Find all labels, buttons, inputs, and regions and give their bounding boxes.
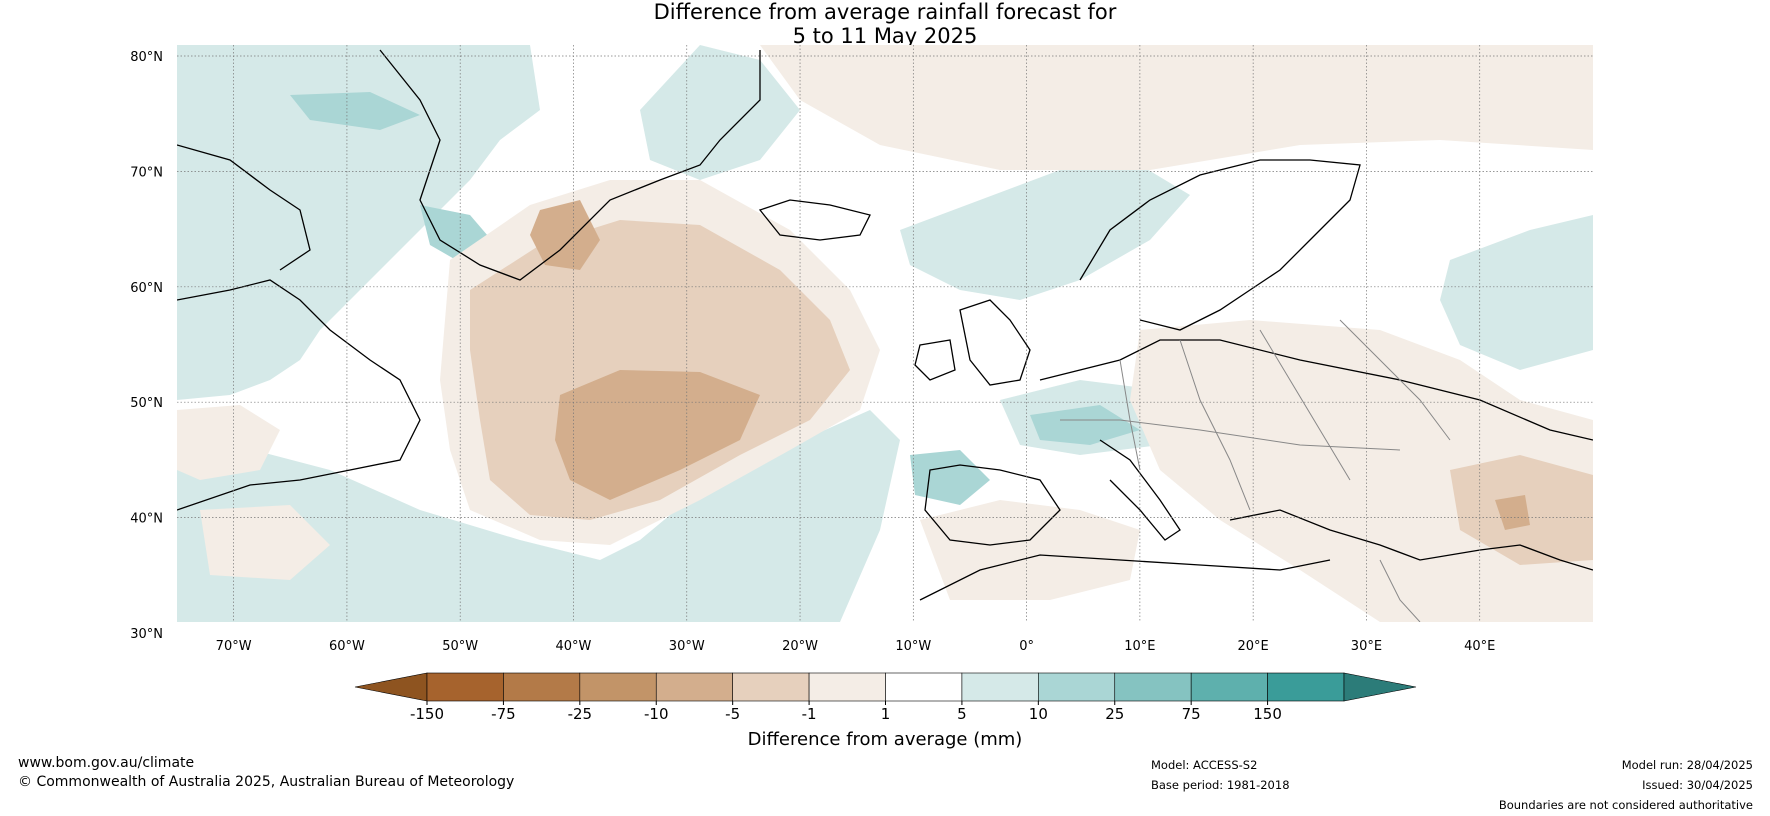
dry-anomaly-arctic-europe <box>760 45 1593 170</box>
colorbar-segment <box>1038 672 1116 702</box>
wet-anomaly-labrador-core <box>290 92 420 130</box>
colorbar-segment <box>1114 672 1192 702</box>
wet-anomaly-subtropical-atlantic <box>177 410 900 622</box>
dry-anomaly-newfoundland <box>177 405 280 480</box>
longitude-label: 40°E <box>1464 639 1495 654</box>
colorbar-tick-label: 1 <box>881 705 891 723</box>
colorbar-tick-label: 5 <box>957 705 967 723</box>
model-name: Model: ACCESS-S2 <box>1151 758 1258 772</box>
title-line-1: Difference from average rainfall forecas… <box>653 0 1117 24</box>
colorbar-segment <box>1190 672 1268 702</box>
colorbar-tick-label: 75 <box>1182 705 1201 723</box>
longitude-label: 40°W <box>556 639 592 654</box>
colorbar-tick-label: -1 <box>802 705 817 723</box>
title-line-2: 5 to 11 May 2025 <box>792 24 978 48</box>
wet-anomaly-east-europe-russia <box>1440 215 1593 370</box>
copyright-text: © Commonwealth of Australia 2025, Austra… <box>18 774 515 790</box>
longitude-label: 60°W <box>329 639 365 654</box>
east-med-coast <box>1229 509 1593 571</box>
dry-anomaly-mid-atlantic-south <box>200 505 330 580</box>
greenland-coast <box>379 49 761 281</box>
europe-coast <box>1039 339 1593 441</box>
colorbar-tick-label: -10 <box>644 705 669 723</box>
dry-anomaly-north-africa <box>920 500 1140 600</box>
colorbar-segment <box>426 672 504 702</box>
website-link[interactable]: www.bom.gov.au/climate <box>18 755 195 771</box>
base-period: Base period: 1981-2018 <box>1151 778 1290 792</box>
longitude-label: 20°E <box>1238 639 1269 654</box>
north-africa-coast <box>919 554 1331 601</box>
wet-anomaly-labrador-greenland <box>177 45 540 400</box>
colorbar-segment <box>1267 672 1345 702</box>
dry-anomaly-eastern-europe <box>1130 320 1593 622</box>
longitude-label: 30°E <box>1351 639 1382 654</box>
baffin-coast <box>177 144 311 271</box>
colorbar-segment <box>885 672 963 702</box>
colorbar-tick-label: 25 <box>1105 705 1124 723</box>
scandinavia-coast <box>1079 159 1361 331</box>
colorbar-segment <box>655 672 733 702</box>
colorbar-tick-label: 150 <box>1253 705 1282 723</box>
colorbar-label: Difference from average (mm) <box>748 729 1023 750</box>
ireland-coast <box>914 339 956 381</box>
latitude-label: 70°N <box>130 165 163 180</box>
coastlines <box>177 49 1593 601</box>
dry-anomaly-atlantic-core <box>555 370 760 500</box>
colorbar-extend-high <box>1343 672 1417 702</box>
longitude-label: 70°W <box>216 639 252 654</box>
latitude-label: 60°N <box>130 281 163 296</box>
wet-anomaly-northwest-europe <box>900 165 1190 300</box>
iceland-coast <box>758 199 871 241</box>
colorbar-segment <box>961 672 1039 702</box>
graticule <box>177 45 1593 622</box>
dry-anomaly-caucasus <box>1495 495 1530 530</box>
colorbar-segment <box>808 672 886 702</box>
colorbar-tick-label: -25 <box>568 705 593 723</box>
boundaries-disclaimer: Boundaries are not considered authoritat… <box>1498 798 1753 812</box>
colorbar-tick-label: 10 <box>1029 705 1048 723</box>
longitude-label: 10°W <box>895 639 931 654</box>
colorbar-tick-label: -75 <box>491 705 516 723</box>
latitude-label: 30°N <box>130 627 163 642</box>
latitude-label: 50°N <box>130 396 163 411</box>
italy-coast <box>1099 439 1181 541</box>
wet-anomaly-iberia-france <box>1030 405 1140 445</box>
latitude-label: 80°N <box>130 50 163 65</box>
colorbar-segment <box>503 672 581 702</box>
iberia-coast <box>924 464 1061 546</box>
longitude-label: 0° <box>1019 639 1034 654</box>
longitude-label: 30°W <box>669 639 705 654</box>
map-title: Difference from average rainfall forecas… <box>0 0 1770 48</box>
longitude-label: 20°W <box>782 639 818 654</box>
latitude-labels: 80°N 70°N 60°N 50°N 40°N 30°N <box>130 50 163 642</box>
issued-date: Issued: 30/04/2025 <box>1642 778 1753 792</box>
colorbar-tick-label: -5 <box>725 705 740 723</box>
colorbar-segment <box>732 672 810 702</box>
model-run-date: Model run: 28/04/2025 <box>1621 758 1753 772</box>
dry-anomaly-south-greenland <box>530 200 600 270</box>
colorbar: -150 -75 -25 -10 -5 -1 1 5 10 25 75 150 <box>354 672 1417 723</box>
longitude-label: 50°W <box>442 639 478 654</box>
wet-anomaly-west-mediterranean <box>910 450 990 505</box>
map-plot-area <box>177 45 1593 622</box>
latitude-label: 40°N <box>130 512 163 527</box>
colorbar-segment <box>579 672 657 702</box>
canada-coast <box>177 279 421 511</box>
uk-coast <box>959 299 1031 386</box>
longitude-label: 10°E <box>1124 639 1155 654</box>
colorbar-extend-low <box>354 672 428 702</box>
country-borders <box>1060 319 1451 622</box>
colorbar-tick-label: -150 <box>410 705 444 723</box>
longitude-labels: 70°W 60°W 50°W 40°W 30°W 20°W 10°W 0° 10°E 20°E 30… <box>216 639 1496 654</box>
